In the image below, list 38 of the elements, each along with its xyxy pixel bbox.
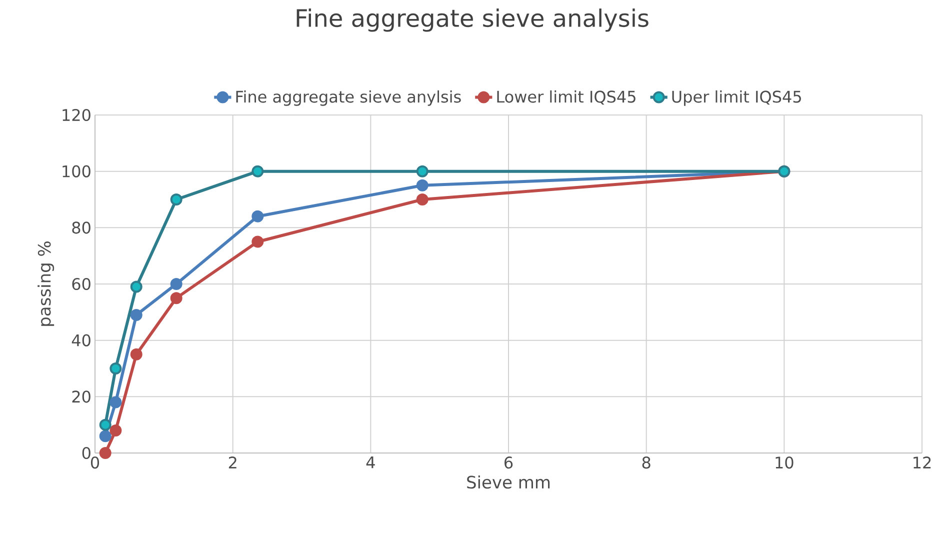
point: [130, 280, 142, 293]
point: [252, 210, 264, 222]
x-tick-label: 12: [914, 456, 931, 468]
legend-label: Uper limit IQS45: [672, 90, 801, 106]
y-tick-label: 0: [82, 446, 90, 460]
x-axis-title: Sieve mm: [467, 475, 550, 489]
point: [170, 193, 182, 206]
legend-label: Lower limit IQS45: [497, 90, 636, 105]
y-tick-label: 80: [72, 222, 90, 234]
point: [110, 396, 122, 408]
point: [416, 193, 428, 206]
point: [416, 165, 428, 178]
y-tick-label: 60: [72, 278, 90, 290]
point: [416, 179, 428, 192]
point: [110, 424, 122, 436]
point: [99, 446, 112, 459]
y-axis-title: passing %: [38, 242, 54, 326]
chart-title: Fine aggregate sieve analysis: [296, 8, 648, 32]
point: [110, 362, 122, 374]
point: [170, 292, 182, 304]
point: [170, 278, 182, 290]
y-tick-label: 20: [72, 390, 90, 403]
point: [99, 430, 112, 442]
x-tick-label: 8: [642, 456, 650, 469]
y-tick-label: 100: [62, 165, 90, 178]
point: [130, 308, 142, 321]
legend-label: Fine aggregate sieve anylsis: [236, 90, 461, 106]
x-tick-label: 0: [90, 456, 100, 469]
x-tick-label: 2: [228, 456, 236, 468]
y-tick-label: 120: [62, 108, 90, 122]
point: [130, 348, 142, 360]
y-tick-label: 40: [72, 334, 90, 346]
point: [252, 236, 264, 248]
x-tick-label: 6: [504, 456, 513, 469]
point: [99, 418, 112, 431]
x-tick-label: 4: [366, 456, 375, 468]
x-tick-label: 10: [776, 456, 794, 469]
point: [252, 165, 264, 178]
